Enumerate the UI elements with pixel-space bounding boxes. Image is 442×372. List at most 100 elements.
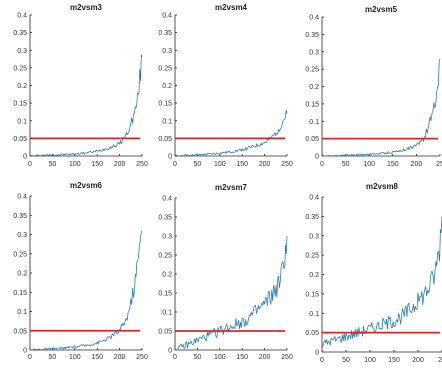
y-tick-label: 0.05 bbox=[305, 136, 319, 143]
y-tick-label: 0.15 bbox=[13, 290, 27, 297]
y-tick-label: 0.3 bbox=[309, 233, 319, 240]
x-tick-label: 100 bbox=[214, 354, 226, 361]
y-tick-label: 0.05 bbox=[158, 329, 172, 336]
chart-svg: m2vsm5 0 0.05 0.1 0.15 0.2 0.25 0.3 0.35 0.4 0 50 10… bbox=[305, 5, 442, 168]
x-tick-label: 100 bbox=[214, 161, 226, 168]
y-tick-label: 0.35 bbox=[158, 215, 172, 222]
y-tick-label: 0.25 bbox=[13, 251, 27, 258]
y-tick-label: 0.3 bbox=[309, 49, 319, 56]
y-tick-label: 0.1 bbox=[17, 309, 27, 316]
y-tick-label: 0 bbox=[168, 348, 172, 355]
chart-title: m2vsm8 bbox=[366, 182, 399, 191]
x-tick-label: 100 bbox=[364, 357, 376, 364]
x-tick-label: 0 bbox=[173, 161, 177, 168]
chart-panel-3: m2vsm5 0 0.05 0.1 0.15 0.2 0.25 0.3 0.35 0.4 0 50 10… bbox=[292, 0, 442, 180]
series-line bbox=[175, 109, 288, 157]
series-line bbox=[174, 235, 288, 351]
chart-title: m2vsm3 bbox=[70, 3, 103, 12]
x-tick-label: 200 bbox=[412, 357, 424, 364]
y-tick-label: 0 bbox=[168, 154, 172, 161]
y-tick-label: 0.2 bbox=[309, 272, 319, 279]
x-tick-label: 250 bbox=[136, 354, 148, 361]
x-tick-label: 150 bbox=[387, 161, 399, 168]
series-line bbox=[29, 230, 143, 351]
y-tick-label: 0.3 bbox=[17, 48, 27, 55]
y-tick-label: 0.4 bbox=[162, 13, 172, 20]
y-tick-label: 0.4 bbox=[309, 15, 319, 22]
chart-panel-2: m2vsm4 0 0.05 0.1 0.15 0.2 0.25 0.3 0.35 0.4 0 50 10… bbox=[145, 0, 295, 180]
y-tick-label: 0.25 bbox=[305, 253, 319, 260]
y-tick-label: 0 bbox=[23, 348, 27, 355]
chart-panel-6: m2vsm8 0 0.05 0.1 0.15 0.2 0.25 0.3 0.35 0.4 0 50 10… bbox=[292, 178, 442, 372]
x-tick-label: 200 bbox=[411, 161, 423, 168]
chart-title: m2vsm6 bbox=[70, 181, 103, 190]
y-tick-label: 0.15 bbox=[305, 291, 319, 298]
y-tick-label: 0.25 bbox=[158, 65, 172, 72]
y-tick-label: 0 bbox=[315, 350, 319, 357]
y-tick-label: 0.05 bbox=[13, 136, 27, 143]
y-tick-label: 0.3 bbox=[162, 234, 172, 241]
x-tick-label: 25 bbox=[438, 357, 442, 364]
x-tick-label: 50 bbox=[49, 161, 57, 168]
x-tick-label: 50 bbox=[342, 357, 350, 364]
x-tick-label: 0 bbox=[320, 357, 324, 364]
x-tick-label: 100 bbox=[363, 161, 375, 168]
chart-title: m2vsm4 bbox=[215, 3, 248, 12]
x-tick-label: 200 bbox=[259, 354, 271, 361]
x-tick-label: 25 bbox=[436, 161, 442, 168]
y-tick-label: 0.2 bbox=[162, 272, 172, 279]
y-tick-label: 0.25 bbox=[13, 65, 27, 72]
x-tick-label: 250 bbox=[281, 161, 293, 168]
chart-panel-5: m2vsm7 0 0.05 0.1 0.15 0.2 0.25 0.3 0.35 0.4 0 50 10… bbox=[145, 178, 295, 368]
y-tick-label: 0.35 bbox=[305, 214, 319, 221]
x-tick-label: 150 bbox=[236, 161, 248, 168]
x-tick-label: 50 bbox=[194, 354, 202, 361]
y-tick-label: 0.1 bbox=[162, 118, 172, 125]
chart-svg: m2vsm8 0 0.05 0.1 0.15 0.2 0.25 0.3 0.35 0.4 0 50 10… bbox=[305, 182, 442, 364]
series-line bbox=[29, 54, 143, 157]
y-tick-label: 0.35 bbox=[305, 32, 319, 39]
y-tick-label: 0.4 bbox=[309, 195, 319, 202]
x-tick-label: 150 bbox=[91, 161, 103, 168]
series-line bbox=[321, 58, 441, 157]
x-tick-label: 0 bbox=[320, 161, 324, 168]
x-tick-label: 0 bbox=[28, 161, 32, 168]
y-tick-label: 0.1 bbox=[309, 119, 319, 126]
chart-svg: m2vsm3 0 0.05 0.1 0.15 0.2 0.25 0.3 0.35 0.4 0 50 10… bbox=[13, 3, 148, 168]
y-tick-label: 0.25 bbox=[158, 253, 172, 260]
chart-panel-4: m2vsm6 0 0.05 0.1 0.15 0.2 0.25 0.3 0.35 0.4 0 50 10… bbox=[0, 178, 150, 368]
y-tick-label: 0.1 bbox=[162, 310, 172, 317]
y-tick-label: 0.05 bbox=[13, 328, 27, 335]
y-tick-label: 0.1 bbox=[309, 311, 319, 318]
chart-title: m2vsm5 bbox=[365, 5, 398, 14]
x-tick-label: 200 bbox=[114, 354, 126, 361]
y-tick-label: 0.2 bbox=[17, 271, 27, 278]
x-tick-label: 150 bbox=[91, 354, 103, 361]
x-tick-label: 200 bbox=[114, 161, 126, 168]
x-tick-label: 50 bbox=[49, 354, 57, 361]
x-tick-label: 250 bbox=[281, 354, 293, 361]
x-tick-label: 150 bbox=[236, 354, 248, 361]
x-tick-label: 100 bbox=[69, 161, 81, 168]
y-tick-label: 0.4 bbox=[162, 196, 172, 203]
chart-svg: m2vsm4 0 0.05 0.1 0.15 0.2 0.25 0.3 0.35 0.4 0 50 10… bbox=[158, 3, 293, 168]
y-tick-label: 0.1 bbox=[17, 118, 27, 125]
chart-svg: m2vsm6 0 0.05 0.1 0.15 0.2 0.25 0.3 0.35 0.4 0 50 10… bbox=[13, 181, 148, 361]
y-tick-label: 0.4 bbox=[17, 13, 27, 20]
x-tick-label: 50 bbox=[342, 161, 350, 168]
y-tick-label: 0.2 bbox=[162, 83, 172, 90]
y-tick-label: 0.3 bbox=[17, 232, 27, 239]
chart-svg: m2vsm7 0 0.05 0.1 0.15 0.2 0.25 0.3 0.35 0.4 0 50 10… bbox=[158, 183, 293, 361]
y-tick-label: 0.15 bbox=[158, 291, 172, 298]
y-tick-label: 0 bbox=[315, 154, 319, 161]
y-tick-label: 0.15 bbox=[13, 101, 27, 108]
x-tick-label: 0 bbox=[173, 354, 177, 361]
series-line bbox=[321, 216, 442, 347]
x-tick-label: 100 bbox=[69, 354, 81, 361]
y-tick-label: 0.35 bbox=[13, 30, 27, 37]
chart-panel-1: m2vsm3 0 0.05 0.1 0.15 0.2 0.25 0.3 0.35 0.4 0 50 10… bbox=[0, 0, 150, 180]
x-tick-label: 150 bbox=[388, 357, 400, 364]
y-tick-label: 0 bbox=[23, 154, 27, 161]
y-tick-label: 0.4 bbox=[17, 194, 27, 201]
y-tick-label: 0.15 bbox=[305, 101, 319, 108]
